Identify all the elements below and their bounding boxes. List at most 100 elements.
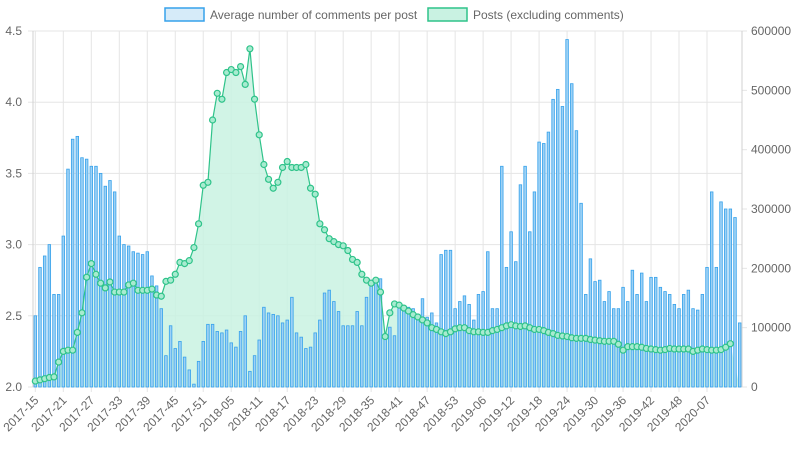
comments-bar (346, 325, 350, 388)
comments-bar (80, 157, 84, 388)
comments-bar (402, 308, 406, 388)
comments-bar (126, 245, 131, 388)
posts-point (157, 292, 165, 300)
comments-bar (276, 315, 280, 388)
comments-bar (462, 295, 467, 388)
comments-bar (252, 355, 257, 388)
comments-bar (215, 331, 219, 388)
comments-bar (663, 291, 667, 388)
comments-bar (434, 322, 439, 388)
comments-bar (140, 254, 145, 388)
comments-bar (332, 301, 336, 388)
comments-bar (182, 356, 187, 388)
comments-bar (378, 278, 383, 388)
comments-bar (355, 311, 359, 388)
posts-point (320, 226, 329, 234)
comments-bar (294, 332, 299, 388)
comments-bar (192, 383, 196, 388)
comments-bar (705, 266, 709, 388)
posts-point (55, 358, 63, 366)
comments-bar (728, 208, 733, 388)
posts-point (386, 309, 394, 317)
y-right-tick-label: 400000 (751, 143, 791, 157)
comments-bar (546, 131, 551, 388)
posts-point (316, 220, 324, 228)
comments-bar (523, 165, 527, 388)
y-right-tick-label: 600000 (751, 24, 791, 38)
comments-bar (327, 289, 331, 388)
comments-bar (481, 291, 485, 388)
posts-point (241, 80, 249, 89)
posts-point (148, 285, 156, 293)
comments-bar (238, 331, 243, 388)
comments-bar (201, 341, 205, 388)
posts-point (619, 346, 627, 354)
posts-point (274, 178, 282, 186)
comments-bar (649, 276, 653, 388)
y-right-tick-label: 200000 (751, 261, 791, 275)
comments-bar (47, 244, 52, 388)
comments-bar (551, 98, 555, 388)
comments-bar (598, 279, 602, 388)
posts-point (306, 184, 315, 192)
comments-bar (612, 308, 616, 388)
legend-swatch-comments[interactable] (164, 7, 205, 22)
comments-bar (588, 258, 593, 388)
y-right-tick-label: 500000 (751, 83, 791, 97)
posts-point (283, 157, 291, 166)
comments-bar (271, 313, 275, 388)
posts-point (101, 284, 109, 292)
comments-bar (66, 168, 70, 388)
comments-bar (117, 235, 121, 388)
comments-bar (528, 231, 532, 388)
legend-label-comments[interactable]: Average number of comments per post (210, 8, 418, 22)
comments-bar (322, 292, 327, 388)
y-left-tick-label: 3.0 (5, 238, 22, 252)
y-left-tick-label: 3.5 (5, 166, 22, 180)
posts-point (250, 95, 259, 103)
comments-bar (178, 341, 182, 388)
comments-bar (38, 266, 42, 388)
comments-bar (467, 304, 471, 388)
comments-bar (341, 325, 345, 388)
legend-swatch-posts[interactable] (427, 7, 468, 22)
comments-bar (285, 319, 289, 388)
comments-bar (173, 348, 177, 388)
posts-point (92, 270, 100, 278)
y-left-tick-label: 4.0 (5, 95, 22, 109)
comments-bar (518, 184, 523, 388)
comments-bar (159, 308, 163, 388)
comments-bar (444, 249, 448, 388)
posts-point (78, 309, 86, 317)
y-axis-right: 0 100000 200000 300000 400000 500000 600000 (751, 24, 791, 394)
posts-point (381, 332, 389, 341)
posts-point (311, 190, 319, 198)
comments-bar (164, 355, 168, 388)
comments-bar (224, 329, 229, 388)
comments-bar (430, 312, 434, 388)
comments-bar (61, 235, 66, 388)
posts-point (246, 45, 254, 53)
comments-bar (70, 138, 75, 388)
posts-point (255, 131, 263, 139)
comments-bar (658, 286, 663, 388)
chart-legend: Average number of comments per post Post… (164, 7, 624, 22)
comments-bar (710, 191, 714, 388)
comments-bar (131, 251, 135, 388)
comments-bar (486, 251, 490, 388)
comments-bar (308, 346, 313, 388)
comments-bar (299, 336, 303, 388)
comments-bar (318, 319, 322, 388)
legend-label-posts[interactable]: Posts (excluding comments) (473, 8, 624, 22)
posts-point (344, 246, 352, 255)
comments-bar (733, 217, 737, 388)
comments-bar (416, 318, 420, 388)
posts-point (87, 259, 95, 268)
comments-bar (411, 308, 415, 388)
posts-point (236, 62, 245, 71)
posts-point (69, 346, 77, 354)
comments-bar (388, 326, 392, 388)
comments-bar (640, 272, 644, 388)
comments-bar (234, 346, 238, 388)
comments-bar (570, 83, 574, 388)
